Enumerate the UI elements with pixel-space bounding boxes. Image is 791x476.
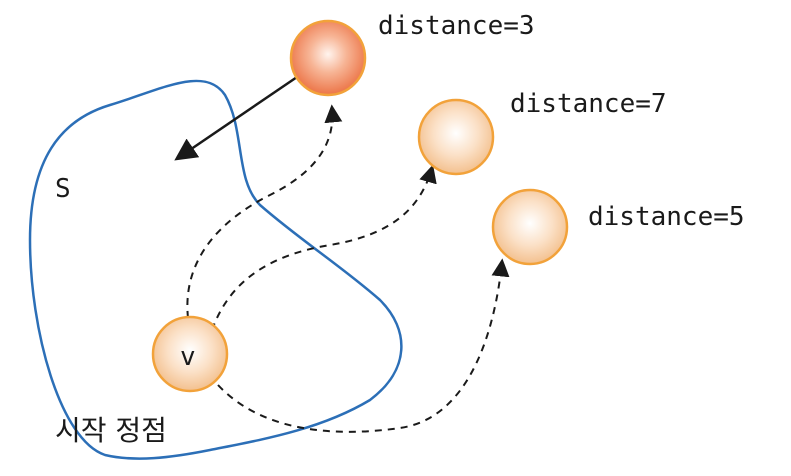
edge-v-to-distance-3 (186, 104, 343, 319)
label-distance-3: distance=3 (378, 11, 535, 41)
edge-v-to-distance-7 (211, 164, 437, 331)
label-start-vertex: 시작 정점 (55, 414, 167, 447)
label-set-s: S (55, 174, 71, 204)
node-distance-5 (491, 188, 569, 266)
label-distance-7: distance=7 (510, 89, 667, 119)
node-distance-7 (417, 98, 495, 176)
label-distance-5: distance=5 (588, 202, 745, 232)
node-start-v (151, 315, 229, 393)
set-s-outline (28, 79, 403, 460)
edge-v-to-distance-5 (217, 258, 510, 433)
selection-arrow (174, 73, 301, 161)
node-distance-3 (289, 19, 367, 97)
label-vertex-v: v (180, 342, 196, 372)
